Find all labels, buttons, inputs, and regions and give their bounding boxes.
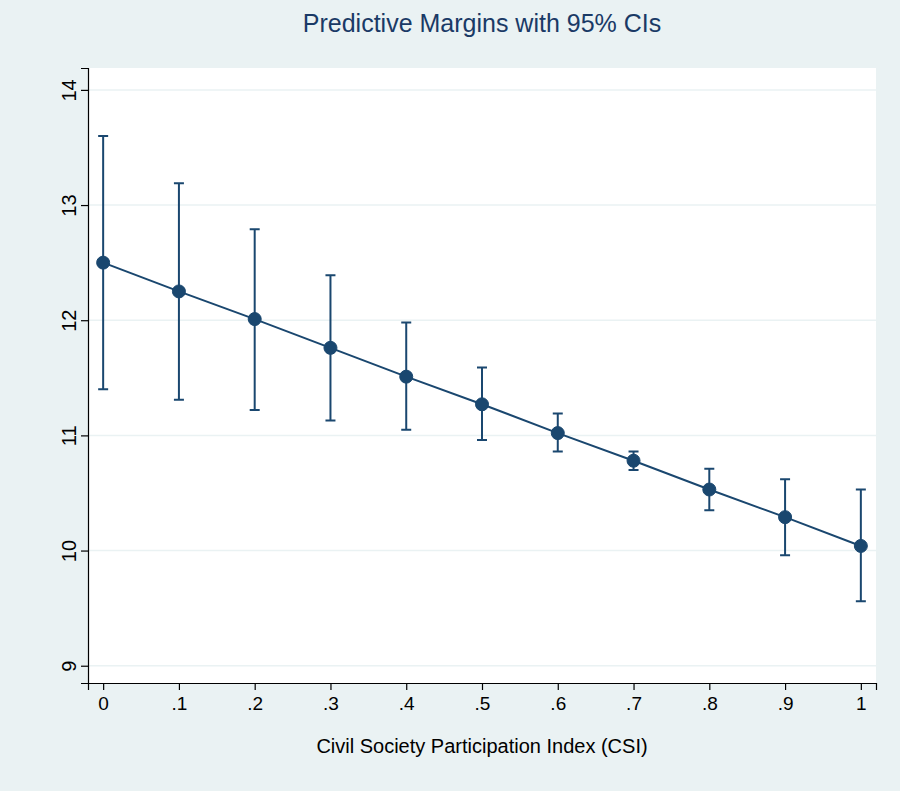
x-tick-label: .1 bbox=[171, 693, 187, 714]
y-tick: 11 bbox=[58, 426, 88, 447]
y-axis: 9 10 11 12 13 14 bbox=[58, 69, 89, 684]
marker bbox=[248, 313, 261, 326]
plot-frame bbox=[88, 68, 876, 683]
series-line bbox=[103, 263, 861, 546]
x-tick-mark bbox=[255, 683, 256, 690]
x-tick-label: .5 bbox=[475, 693, 491, 714]
x-tick: .2 bbox=[247, 683, 263, 714]
marks bbox=[97, 136, 868, 601]
x-tick: .3 bbox=[323, 683, 339, 714]
marker bbox=[627, 454, 640, 467]
marker bbox=[854, 539, 867, 552]
marker bbox=[324, 341, 337, 354]
grid-line bbox=[88, 204, 876, 206]
x-tick: .7 bbox=[626, 683, 642, 714]
y-axis-line bbox=[81, 69, 89, 684]
marker bbox=[97, 256, 110, 269]
x-axis-line bbox=[89, 684, 877, 691]
plot-area bbox=[88, 68, 876, 683]
chart: 0 .1 .2 .3 .4 .5 .6 .7 .8 .9 1 9 10 11 12 13 14 Predictiv… bbox=[0, 0, 900, 791]
x-tick-mark bbox=[330, 683, 331, 690]
y-tick-label: 10 bbox=[58, 540, 80, 562]
y-tick: 10 bbox=[58, 540, 88, 562]
x-axis-title: Civil Society Participation Index (CSI) bbox=[316, 735, 647, 757]
y-tick-label: 12 bbox=[58, 310, 80, 332]
y-tick: 12 bbox=[58, 310, 88, 332]
x-tick-mark bbox=[482, 683, 483, 690]
y-tick-mark bbox=[81, 90, 88, 91]
x-tick: .8 bbox=[702, 683, 718, 714]
x-tick-label: .8 bbox=[702, 693, 718, 714]
grid-line bbox=[88, 319, 876, 321]
marker bbox=[703, 483, 716, 496]
x-tick-mark bbox=[103, 683, 104, 690]
x-tick: .5 bbox=[475, 683, 491, 714]
grid bbox=[88, 90, 876, 666]
grid-line bbox=[88, 89, 876, 91]
x-tick: .9 bbox=[778, 683, 794, 714]
y-tick-label: 13 bbox=[58, 194, 80, 216]
x-tick-label: .9 bbox=[778, 693, 794, 714]
x-tick-label: .3 bbox=[323, 693, 339, 714]
x-tick-label: .7 bbox=[626, 693, 642, 714]
x-tick-label: .2 bbox=[247, 693, 263, 714]
y-tick-mark bbox=[81, 550, 88, 551]
title: Predictive Margins with 95% CIs bbox=[303, 9, 661, 37]
x-tick-label: .6 bbox=[550, 693, 566, 714]
marker bbox=[172, 285, 185, 298]
x-tick-mark bbox=[558, 683, 559, 690]
x-tick-mark bbox=[709, 683, 710, 690]
y-tick-mark bbox=[81, 666, 88, 667]
y-tick-label: 11 bbox=[58, 426, 80, 447]
y-tick-label: 9 bbox=[58, 661, 80, 672]
x-tick-label: 0 bbox=[98, 693, 109, 714]
x-axis: 0 .1 .2 .3 .4 .5 .6 .7 .8 .9 1 bbox=[89, 683, 877, 714]
background bbox=[0, 0, 900, 791]
x-tick-mark bbox=[406, 683, 407, 690]
x-tick: 1 bbox=[856, 683, 867, 714]
y-tick-mark bbox=[81, 435, 88, 436]
x-tick-label: .4 bbox=[399, 693, 415, 714]
grid-line bbox=[88, 550, 876, 552]
y-tick-mark bbox=[81, 205, 88, 206]
marker bbox=[476, 398, 489, 411]
x-tick: .4 bbox=[399, 683, 415, 714]
y-tick: 14 bbox=[58, 79, 88, 101]
x-tick: .6 bbox=[550, 683, 566, 714]
marker bbox=[400, 370, 413, 383]
x-tick: 0 bbox=[98, 683, 109, 714]
y-tick-label: 14 bbox=[58, 79, 80, 101]
y-tick-mark bbox=[81, 320, 88, 321]
x-tick-mark bbox=[861, 683, 862, 690]
marker bbox=[551, 427, 564, 440]
x-tick-mark bbox=[785, 683, 786, 690]
x-tick: .1 bbox=[171, 683, 187, 714]
marker bbox=[779, 511, 792, 524]
grid-line bbox=[88, 665, 876, 667]
x-tick-label: 1 bbox=[856, 693, 867, 714]
x-tick-mark bbox=[179, 683, 180, 690]
y-tick: 13 bbox=[58, 194, 88, 216]
x-tick-mark bbox=[633, 683, 634, 690]
y-tick: 9 bbox=[58, 661, 88, 672]
